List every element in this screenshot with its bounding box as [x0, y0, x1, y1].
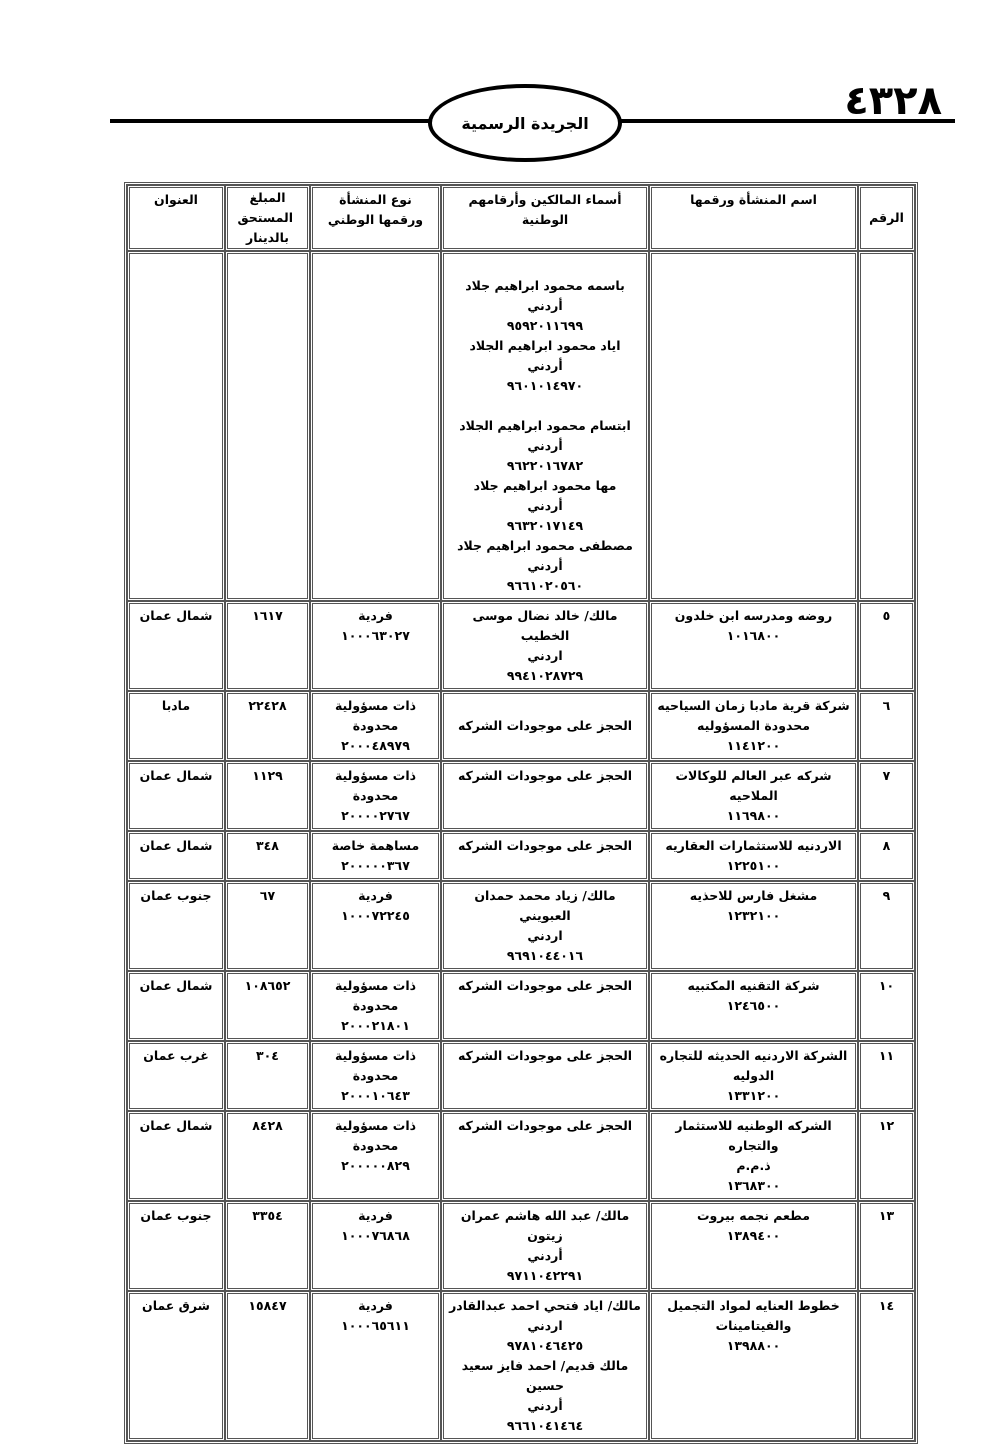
- col-header-name: اسم المنشأة ورقمها: [649, 185, 858, 251]
- amount-due-cell: ٢٢٤٢٨: [225, 691, 310, 761]
- table-row: ٥ روضه ومدرسه ابن خلدون ١٠١٦٨٠٠ مالك/ خالد…: [127, 601, 915, 691]
- establishment-type-cell: ذات مسؤولية محدودة ٢٠٠٠٢١٨٠١: [310, 971, 441, 1041]
- establishment-name-cell: الشركة الاردنيه الحديثه للتجاره الدوليه …: [649, 1041, 858, 1111]
- owners-cell: الحجز على موجودات الشركه: [441, 1111, 649, 1201]
- col-header-amount: المبلغ المستحق بالدينار: [225, 185, 310, 251]
- establishment-type-cell: فردية ١٠٠٠٧٦٨٦٨: [310, 1201, 441, 1291]
- owners-cell: الحجز على موجودات الشركه: [441, 971, 649, 1041]
- address-cell: شمال عمان: [127, 1111, 225, 1201]
- address-cell: [127, 251, 225, 601]
- amount-due-cell: ١٠٨٦٥٢: [225, 971, 310, 1041]
- amount-due-cell: ٨٤٢٨: [225, 1111, 310, 1201]
- table-row: ١٤ خطوط العنايه لمواد التجميل والفيتامينا…: [127, 1291, 915, 1441]
- table-row: ٩ مشغل فارس للاحذيه ١٢٣٢١٠٠ مالك/ زياد محم…: [127, 881, 915, 971]
- establishment-name-cell: الشركه الوطنيه للاستثمار والتجاره ذ.م.م …: [649, 1111, 858, 1201]
- owners-cell: باسمه محمود ابراهيم جلاد أردني ٩٥٩٢٠١١٦٩…: [441, 251, 649, 601]
- table-row: ١٢ الشركه الوطنيه للاستثمار والتجاره ذ.م.…: [127, 1111, 915, 1201]
- establishment-type-cell: ذات مسؤولية محدودة ٢٠٠٠٠٢٧٦٧: [310, 761, 441, 831]
- row-number-cell: ٨: [858, 831, 915, 881]
- amount-due-cell: ٦٧: [225, 881, 310, 971]
- table-row: باسمه محمود ابراهيم جلاد أردني ٩٥٩٢٠١١٦٩…: [127, 251, 915, 601]
- establishment-name-cell: [649, 251, 858, 601]
- establishment-type-cell: ذات مسؤولية محدودة ٢٠٠٠٠٠٨٢٩: [310, 1111, 441, 1201]
- establishment-name-cell: شركة التقنيه المكتبيه ١٢٤٦٥٠٠: [649, 971, 858, 1041]
- amount-due-cell: ٣٠٤: [225, 1041, 310, 1111]
- table-row: ٨ الاردنيه للاستثمارات العقاريه ١٢٢٥١٠٠ ال…: [127, 831, 915, 881]
- amount-due-cell: ٣٣٥٤: [225, 1201, 310, 1291]
- owners-cell: الحجز على موجودات الشركه: [441, 761, 649, 831]
- establishment-name-cell: مشغل فارس للاحذيه ١٢٣٢١٠٠: [649, 881, 858, 971]
- page-number: ٤٣٢٨: [844, 78, 942, 124]
- col-header-address: العنوان: [127, 185, 225, 251]
- establishment-type-cell: ذات مسؤولية محدودة ٢٠٠٠٤٨٩٧٩: [310, 691, 441, 761]
- row-number-cell: ١٠: [858, 971, 915, 1041]
- table-row: ٦ شركة قرية مادبا زمان السياحيه محدودة ال…: [127, 691, 915, 761]
- address-cell: شمال عمان: [127, 831, 225, 881]
- row-number-cell: ١١: [858, 1041, 915, 1111]
- row-number-cell: ١٤: [858, 1291, 915, 1441]
- address-cell: مادبا: [127, 691, 225, 761]
- col-header-type: نوع المنشأة ورقمها الوطني: [310, 185, 441, 251]
- establishment-type-cell: فردية ١٠٠٠٧٢٢٤٥: [310, 881, 441, 971]
- amount-due-cell: ١٥٨٤٧: [225, 1291, 310, 1441]
- address-cell: جنوب عمان: [127, 1201, 225, 1291]
- table-row: ٧ شركه عبر العالم للوكالات الملاحيه ١١٦٩٨…: [127, 761, 915, 831]
- owners-cell: مالك/ خالد نضال موسى الخطيب اردني ٩٩٤١٠٢…: [441, 601, 649, 691]
- row-number-cell: ١٣: [858, 1201, 915, 1291]
- amount-due-cell: ١١٢٩: [225, 761, 310, 831]
- table-row: ١٠ شركة التقنيه المكتبيه ١٢٤٦٥٠٠ الحجز على…: [127, 971, 915, 1041]
- address-cell: شمال عمان: [127, 761, 225, 831]
- address-cell: غرب عمان: [127, 1041, 225, 1111]
- address-cell: جنوب عمان: [127, 881, 225, 971]
- registry-table: الرقم اسم المنشأة ورقمها أسماء المالكين …: [124, 182, 918, 1444]
- row-number-cell: ٩: [858, 881, 915, 971]
- row-number-cell: ١٢: [858, 1111, 915, 1201]
- amount-due-cell: ١٦١٧: [225, 601, 310, 691]
- owners-cell: مالك/ عبد الله هاشم عمران زيتون أردني ٩٧…: [441, 1201, 649, 1291]
- row-number-cell: ٦: [858, 691, 915, 761]
- establishment-type-cell: فردية ١٠٠٠٦٣٠٢٧: [310, 601, 441, 691]
- owners-cell: مالك/ زياد محمد حمدان العبويني اردني ٩٦٩…: [441, 881, 649, 971]
- col-header-owners: أسماء المالكين وأرقامهم الوطنية: [441, 185, 649, 251]
- address-cell: شمال عمان: [127, 601, 225, 691]
- row-number-cell: [858, 251, 915, 601]
- establishment-type-cell: مساهمة خاصة ٢٠٠٠٠٠٣٦٧: [310, 831, 441, 881]
- row-number-cell: ٧: [858, 761, 915, 831]
- gazette-title-oval: الجريدة الرسمية: [428, 84, 622, 162]
- establishment-name-cell: مطعم نجمه بيروت ١٣٨٩٤٠٠: [649, 1201, 858, 1291]
- table-row: ١٣ مطعم نجمه بيروت ١٣٨٩٤٠٠ مالك/ عبد الله …: [127, 1201, 915, 1291]
- table-row: ١١ الشركة الاردنيه الحديثه للتجاره الدولي…: [127, 1041, 915, 1111]
- establishment-name-cell: شركة قرية مادبا زمان السياحيه محدودة الم…: [649, 691, 858, 761]
- establishment-name-cell: شركه عبر العالم للوكالات الملاحيه ١١٦٩٨٠…: [649, 761, 858, 831]
- owners-cell: مالك/ اياد فتحي احمد عبدالقادر اردني ٩٧٨…: [441, 1291, 649, 1441]
- owners-cell: الحجز على موجودات الشركه: [441, 691, 649, 761]
- establishment-type-cell: [310, 251, 441, 601]
- table-header-row: الرقم اسم المنشأة ورقمها أسماء المالكين …: [127, 185, 915, 251]
- establishment-name-cell: خطوط العنايه لمواد التجميل والفيتامينات …: [649, 1291, 858, 1441]
- row-number-cell: ٥: [858, 601, 915, 691]
- owners-cell: الحجز على موجودات الشركه: [441, 831, 649, 881]
- gazette-title: الجريدة الرسمية: [461, 113, 589, 133]
- address-cell: شرق عمان: [127, 1291, 225, 1441]
- establishment-name-cell: روضه ومدرسه ابن خلدون ١٠١٦٨٠٠: [649, 601, 858, 691]
- owners-cell: الحجز على موجودات الشركه: [441, 1041, 649, 1111]
- col-header-number: الرقم: [858, 185, 915, 251]
- amount-due-cell: ٣٤٨: [225, 831, 310, 881]
- establishment-type-cell: فردية ١٠٠٠٦٥٦١١: [310, 1291, 441, 1441]
- establishment-type-cell: ذات مسؤولية محدودة ٢٠٠٠١٠٦٤٣: [310, 1041, 441, 1111]
- amount-due-cell: [225, 251, 310, 601]
- address-cell: شمال عمان: [127, 971, 225, 1041]
- establishment-name-cell: الاردنيه للاستثمارات العقاريه ١٢٢٥١٠٠: [649, 831, 858, 881]
